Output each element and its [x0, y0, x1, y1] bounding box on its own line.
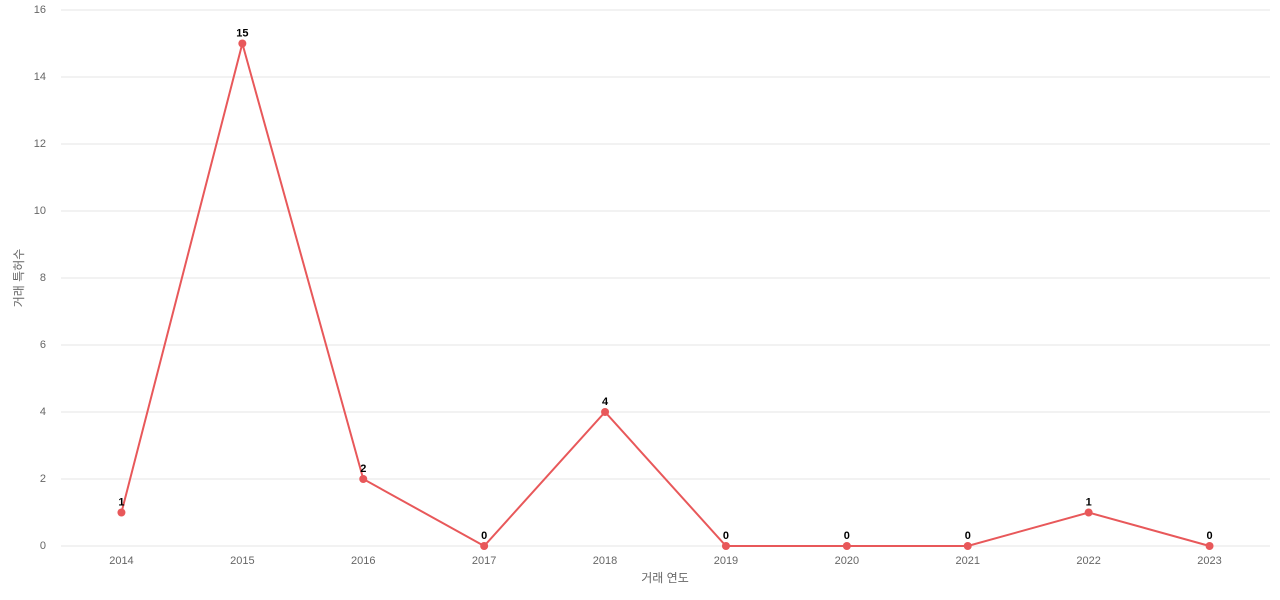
data-label: 0: [1206, 530, 1212, 542]
point: [238, 39, 247, 48]
x-tick-label: 2014: [109, 555, 133, 567]
y-tick-label: 14: [34, 71, 46, 83]
x-tick-label: 2019: [714, 555, 738, 567]
x-tick-label: 2021: [956, 555, 980, 567]
point: [117, 508, 126, 517]
data-label: 4: [602, 396, 609, 408]
point: [1084, 508, 1093, 517]
data-label: 15: [236, 27, 248, 39]
y-tick-label: 16: [34, 4, 46, 16]
data-label: 0: [965, 530, 971, 542]
point: [1205, 542, 1214, 550]
y-tick-label: 10: [34, 205, 46, 217]
data-label: 1: [118, 496, 124, 508]
point: [359, 475, 368, 483]
x-tick-label: 2015: [230, 555, 254, 567]
y-tick-label: 4: [40, 406, 46, 418]
x-tick-label: 2017: [472, 555, 496, 567]
x-tick-label: 2020: [835, 555, 859, 567]
data-label: 0: [844, 530, 850, 542]
point: [842, 542, 851, 550]
y-tick-label: 2: [40, 473, 46, 485]
point: [721, 542, 730, 550]
y-tick-label: 8: [40, 272, 46, 284]
x-tick-label: 2022: [1076, 555, 1100, 567]
point: [963, 542, 972, 550]
data-label: 2: [360, 463, 366, 475]
y-tick-label: 12: [34, 138, 46, 150]
x-tick-label: 2016: [351, 555, 375, 567]
point: [601, 408, 610, 416]
x-tick-label: 2018: [593, 555, 617, 567]
y-tick-label: 0: [40, 540, 46, 552]
data-label: 0: [723, 530, 729, 542]
y-axis-title: 거래 특허수: [12, 249, 26, 308]
x-axis-title: 거래 연도: [641, 571, 689, 585]
data-label: 0: [481, 530, 487, 542]
line: [120, 39, 1210, 548]
x-tick-label: 2023: [1197, 555, 1221, 567]
data-label: 1: [1086, 496, 1092, 508]
point: [480, 542, 489, 550]
y-tick-label: 6: [40, 339, 46, 351]
